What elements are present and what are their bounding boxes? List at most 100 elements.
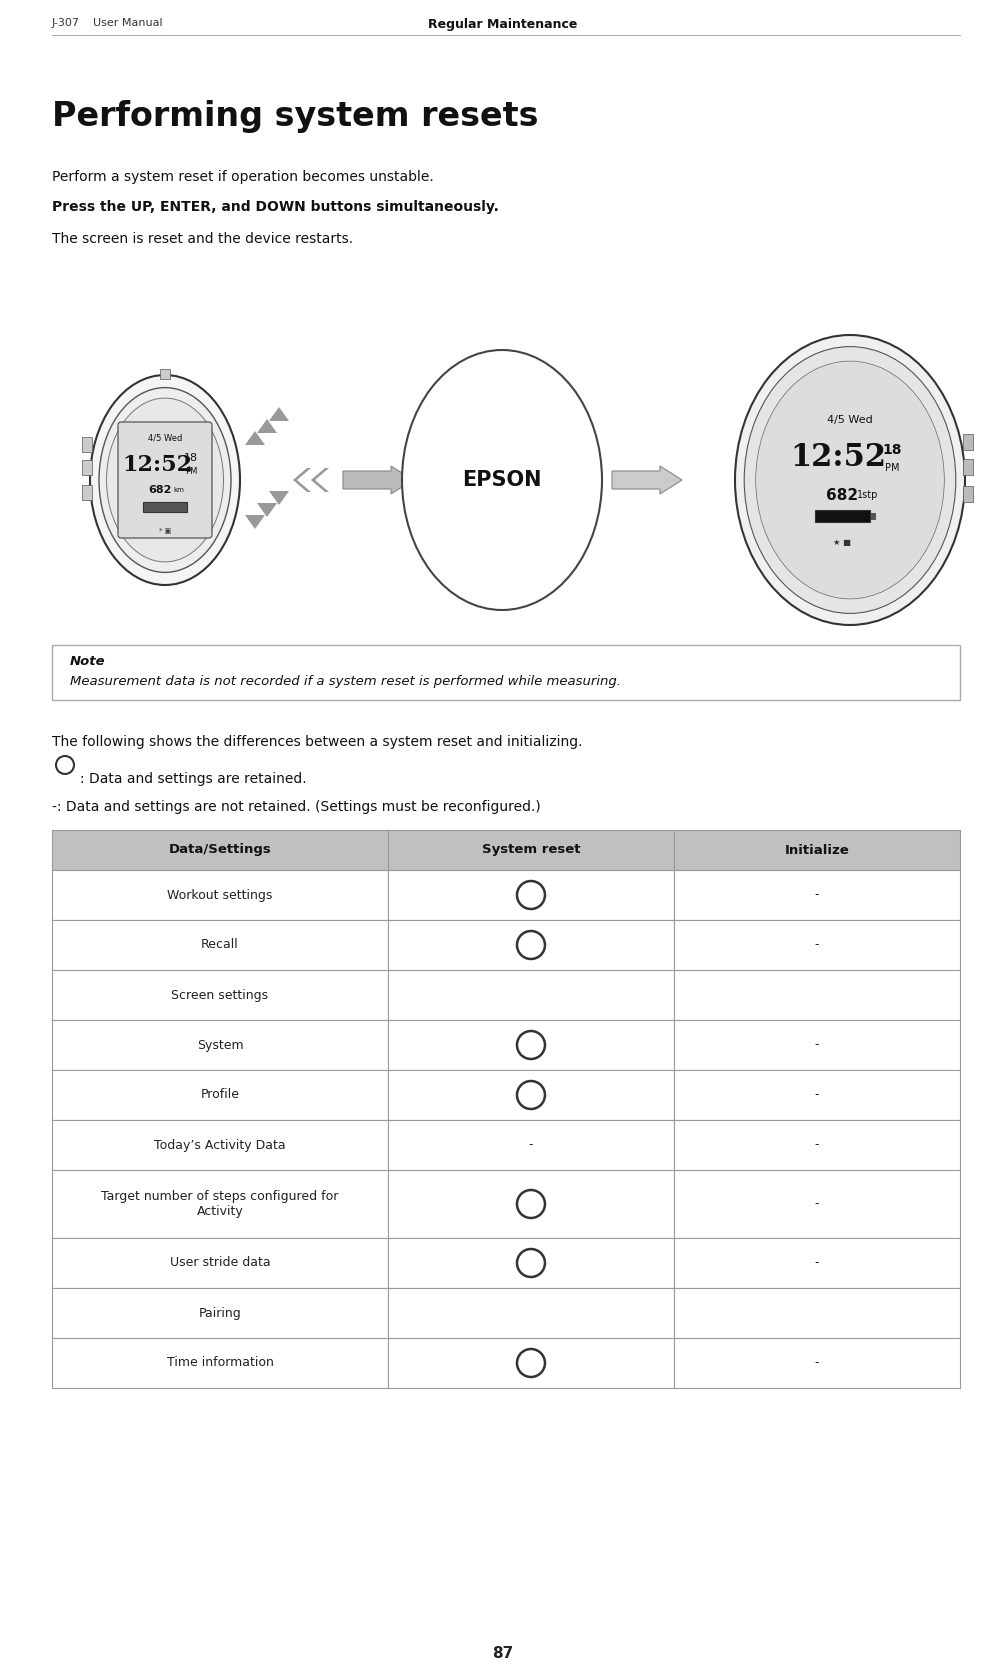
Text: J-307    User Manual: J-307 User Manual: [52, 18, 164, 28]
Bar: [160, 368, 170, 379]
Bar: [52, 1020, 388, 1070]
Text: -: -: [815, 938, 819, 951]
Text: Press the UP, ENTER, and DOWN buttons simultaneously.: Press the UP, ENTER, and DOWN buttons si…: [52, 199, 498, 214]
Polygon shape: [612, 466, 682, 494]
Bar: [52, 1338, 388, 1389]
FancyBboxPatch shape: [118, 422, 212, 538]
Bar: [52, 1288, 388, 1338]
Text: PM: PM: [884, 462, 899, 472]
Text: Data/Settings: Data/Settings: [169, 844, 271, 856]
Polygon shape: [293, 467, 311, 492]
Polygon shape: [245, 430, 265, 446]
Text: -: -: [815, 1357, 819, 1370]
Polygon shape: [343, 466, 413, 494]
Ellipse shape: [735, 335, 965, 625]
Circle shape: [517, 1032, 545, 1059]
Bar: [52, 1171, 388, 1238]
Text: Time information: Time information: [167, 1357, 273, 1370]
Ellipse shape: [756, 362, 945, 600]
Text: The following shows the differences between a system reset and initializing.: The following shows the differences betw…: [52, 735, 583, 749]
Bar: [82, 461, 92, 476]
Bar: [388, 1238, 674, 1288]
Bar: [82, 486, 92, 501]
Text: 18: 18: [882, 442, 901, 457]
Bar: [52, 1238, 388, 1288]
Text: Perform a system reset if operation becomes unstable.: Perform a system reset if operation beco…: [52, 169, 434, 184]
Bar: [388, 920, 674, 970]
Bar: [52, 1070, 388, 1121]
Text: -: -: [815, 1198, 819, 1211]
Bar: [674, 869, 960, 920]
Bar: [674, 831, 960, 869]
Text: Pairing: Pairing: [199, 1306, 241, 1320]
Text: PM: PM: [185, 467, 197, 476]
Text: Performing system resets: Performing system resets: [52, 100, 539, 132]
Bar: [388, 970, 674, 1020]
Polygon shape: [269, 491, 289, 504]
Bar: [815, 509, 870, 523]
Bar: [82, 437, 92, 452]
Text: Screen settings: Screen settings: [172, 988, 268, 1002]
Bar: [963, 486, 973, 502]
Bar: [963, 459, 973, 476]
Polygon shape: [257, 502, 277, 518]
Bar: [674, 1238, 960, 1288]
Text: Note: Note: [70, 655, 106, 668]
Text: Today’s Activity Data: Today’s Activity Data: [154, 1139, 285, 1151]
Text: km: km: [174, 487, 185, 492]
Bar: [388, 831, 674, 869]
Bar: [674, 1020, 960, 1070]
Text: 682: 682: [826, 487, 858, 502]
Bar: [674, 1338, 960, 1389]
Text: System reset: System reset: [481, 844, 580, 856]
Text: -: -: [815, 1139, 819, 1151]
Circle shape: [517, 931, 545, 960]
Bar: [388, 869, 674, 920]
Text: 4/5 Wed: 4/5 Wed: [148, 434, 182, 442]
Polygon shape: [311, 467, 329, 492]
Circle shape: [517, 1250, 545, 1276]
Text: -: -: [815, 1038, 819, 1052]
Bar: [674, 1288, 960, 1338]
Text: : Data and settings are retained.: : Data and settings are retained.: [80, 772, 307, 786]
Bar: [388, 1121, 674, 1171]
Circle shape: [517, 881, 545, 910]
Ellipse shape: [99, 387, 231, 573]
Bar: [52, 920, 388, 970]
Bar: [388, 1020, 674, 1070]
Text: 87: 87: [491, 1645, 514, 1660]
Circle shape: [517, 1080, 545, 1109]
Text: System: System: [197, 1038, 243, 1052]
Text: Regular Maintenance: Regular Maintenance: [428, 18, 577, 32]
Ellipse shape: [402, 350, 602, 610]
Polygon shape: [245, 514, 265, 529]
Ellipse shape: [107, 399, 223, 561]
Circle shape: [517, 1189, 545, 1218]
Ellipse shape: [90, 375, 240, 585]
Bar: [674, 920, 960, 970]
Text: Target number of steps configured for
Activity: Target number of steps configured for Ac…: [102, 1189, 339, 1218]
Text: 4/5 Wed: 4/5 Wed: [827, 415, 873, 425]
Bar: [143, 502, 187, 513]
Text: 18: 18: [184, 452, 198, 462]
Text: -: -: [529, 1139, 534, 1151]
Text: 1stp: 1stp: [857, 491, 878, 501]
Bar: [388, 1171, 674, 1238]
Bar: [870, 513, 875, 519]
Text: Recall: Recall: [201, 938, 239, 951]
Bar: [52, 869, 388, 920]
Text: -: -: [815, 1089, 819, 1102]
Text: Workout settings: Workout settings: [167, 888, 272, 901]
Bar: [388, 1288, 674, 1338]
Text: User stride data: User stride data: [170, 1256, 270, 1270]
Bar: [52, 970, 388, 1020]
Bar: [52, 831, 388, 869]
Circle shape: [56, 755, 74, 774]
Text: EPSON: EPSON: [462, 471, 542, 491]
Bar: [674, 1121, 960, 1171]
Bar: [674, 970, 960, 1020]
Polygon shape: [269, 407, 289, 420]
Bar: [388, 1070, 674, 1121]
Circle shape: [517, 1348, 545, 1377]
Polygon shape: [257, 419, 277, 434]
